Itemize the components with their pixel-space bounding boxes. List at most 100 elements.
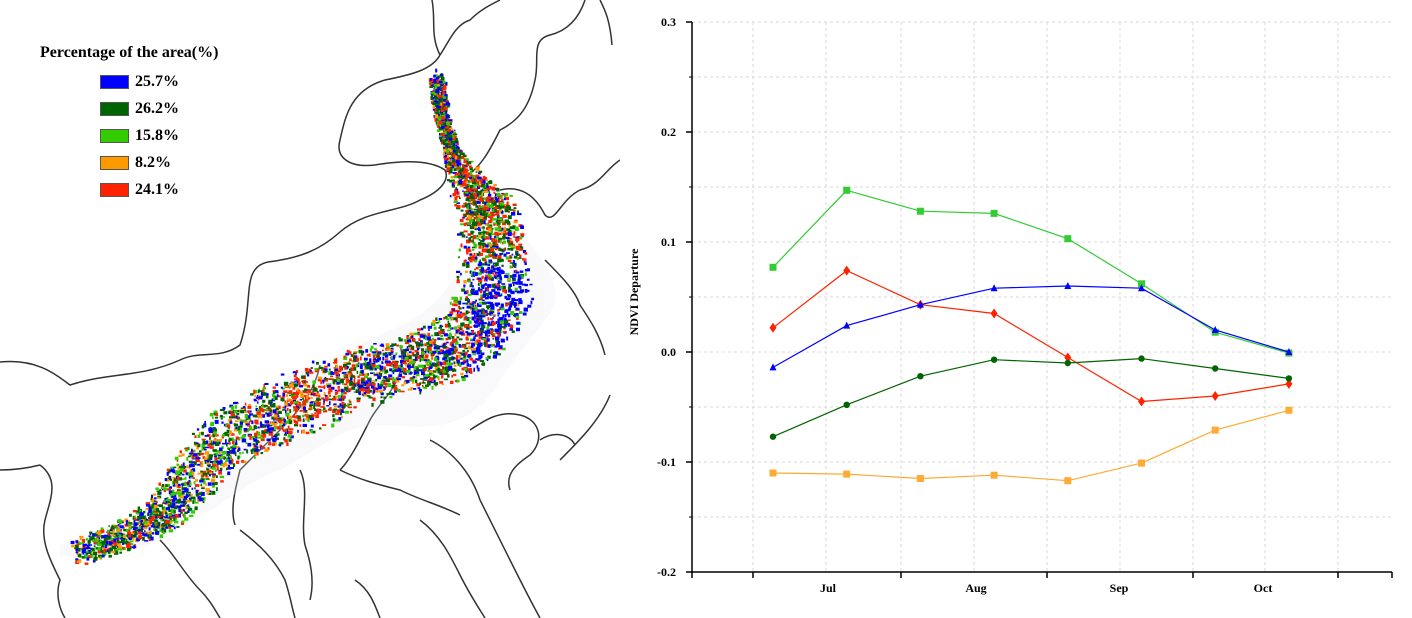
map-pixel (181, 520, 185, 523)
map-pixel (438, 330, 443, 334)
map-pixel (437, 101, 441, 105)
map-pixel (339, 379, 344, 383)
map-pixel (463, 230, 468, 233)
map-pixel (154, 497, 157, 500)
map-pixel (477, 367, 480, 372)
map-pixel (485, 343, 488, 348)
map-pixel (386, 393, 391, 395)
map-pixel (84, 554, 89, 559)
map-pixel (338, 389, 341, 392)
data-point (843, 265, 851, 276)
data-point (1064, 477, 1072, 485)
map-pixel (517, 276, 522, 280)
map-pixel (382, 352, 386, 356)
map-pixel (499, 240, 502, 244)
map-pixel (130, 534, 133, 538)
map-pixel (358, 384, 364, 388)
map-pixel (189, 464, 192, 468)
map-pixel (505, 275, 509, 279)
map-pixel (457, 313, 462, 318)
map-pixel (518, 248, 523, 251)
map-pixel (76, 543, 80, 546)
map-pixel (261, 430, 266, 435)
map-pixel (176, 459, 179, 462)
map-pixel (460, 223, 465, 226)
map-pixel (443, 317, 445, 320)
map-pixel (372, 380, 376, 382)
map-pixel (384, 387, 386, 390)
map-pixel (446, 96, 448, 101)
map-pixel (325, 383, 329, 387)
map-pixel (458, 179, 463, 182)
map-pixel (374, 368, 377, 371)
map-pixel (473, 222, 477, 226)
map-pixel (210, 442, 214, 446)
map-pixel (472, 289, 474, 292)
map-pixel (480, 288, 483, 292)
map-pixel (415, 379, 418, 384)
map-pixel (512, 203, 517, 206)
map-pixel (312, 381, 316, 385)
map-pixel (195, 479, 198, 482)
map-pixel (204, 420, 206, 425)
map-pixel (203, 447, 206, 449)
map-pixel (437, 369, 441, 374)
map-pixel (170, 468, 175, 472)
map-pixel (177, 483, 181, 486)
map-pixel (476, 217, 481, 222)
map-pixel (428, 377, 434, 382)
map-pixel (86, 544, 89, 549)
map-pixel (340, 409, 344, 413)
map-pixel (323, 385, 326, 390)
map-pixel (519, 275, 524, 279)
map-pixel (375, 387, 379, 390)
map-pixel (108, 541, 113, 545)
map-pixel (463, 222, 467, 227)
map-pixel (384, 385, 387, 388)
map-pixel (467, 350, 469, 352)
map-pixel (486, 198, 489, 202)
map-pixel (509, 262, 514, 264)
map-pixel (221, 421, 224, 424)
map-pixel (344, 410, 349, 414)
map-pixel (468, 183, 470, 186)
map-pixel (508, 215, 512, 220)
map-pixel (166, 488, 171, 491)
map-pixel (457, 311, 459, 315)
map-pixel (460, 361, 465, 365)
map-pixel (438, 136, 442, 139)
map-pixel (222, 451, 227, 455)
map-pixel (412, 338, 416, 343)
map-pixel (431, 385, 434, 390)
map-pixel (487, 276, 491, 280)
map-pixel (393, 387, 398, 391)
map-pixel (170, 516, 174, 519)
map-pixel (235, 426, 238, 430)
map-pixel (451, 146, 456, 150)
map-pixel (462, 155, 465, 159)
map-pixel (450, 131, 454, 133)
map-pixel (346, 362, 351, 365)
map-pixel (273, 414, 278, 418)
map-pixel (320, 380, 323, 385)
map-pixel (80, 542, 85, 545)
map-pixel (470, 185, 473, 189)
map-pixel (465, 186, 469, 189)
map-pixel (247, 428, 250, 432)
map-pixel (75, 558, 79, 561)
map-pixel (494, 267, 499, 270)
map-pixel (461, 150, 463, 153)
map-pixel (195, 489, 199, 494)
map-pixel (457, 330, 460, 333)
map-pixel (197, 496, 202, 500)
map-pixel (380, 392, 384, 396)
map-pixel (316, 408, 320, 413)
map-pixel (478, 179, 481, 182)
map-pixel (459, 197, 461, 200)
map-pixel (433, 102, 436, 105)
legend-swatch (100, 155, 129, 170)
map-pixel (488, 226, 491, 229)
map-pixel (264, 420, 269, 424)
map-pixel (204, 460, 207, 464)
map-pixel (458, 165, 461, 168)
